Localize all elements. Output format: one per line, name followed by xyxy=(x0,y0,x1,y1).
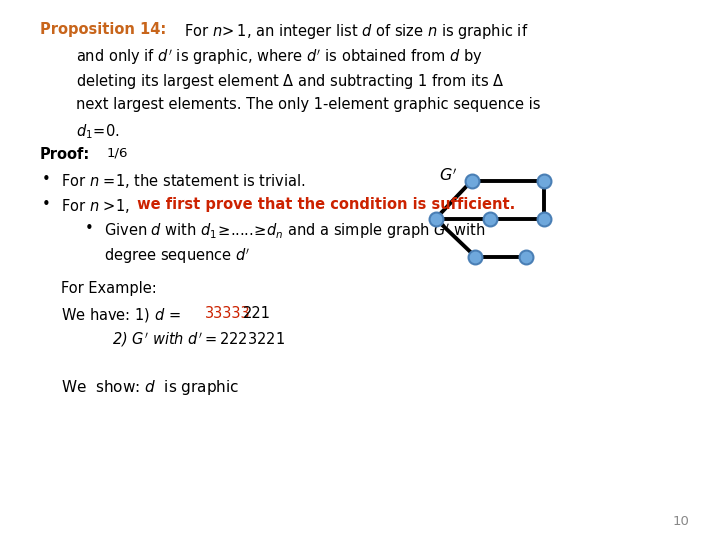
Text: 2) $G'$ with $d' = 2223221$: 2) $G'$ with $d' = 2223221$ xyxy=(112,330,284,349)
Text: For $n$ >1,: For $n$ >1, xyxy=(61,197,130,214)
Text: We have: 1) $d$ =: We have: 1) $d$ = xyxy=(61,306,183,323)
Text: Given $d$ with $d_1\!\geq\!$.....$\!\geq\!d_n$ and a simple graph $G'$ with: Given $d$ with $d_1\!\geq\!$.....$\!\geq… xyxy=(104,221,486,241)
Point xyxy=(520,252,531,261)
Text: $d_1\!=\!0.$: $d_1\!=\!0.$ xyxy=(76,122,120,141)
Point xyxy=(430,214,441,223)
Text: •: • xyxy=(42,197,50,212)
Text: •: • xyxy=(42,172,50,187)
Text: degree sequence $d'$: degree sequence $d'$ xyxy=(104,246,251,266)
Text: deleting its largest element $\Delta$ and subtracting 1 from its $\Delta$: deleting its largest element $\Delta$ an… xyxy=(76,72,504,91)
Text: 33333: 33333 xyxy=(205,306,251,321)
Text: Proof:: Proof: xyxy=(40,147,90,162)
Text: 10: 10 xyxy=(673,515,690,528)
Text: we first prove that the condition is sufficient.: we first prove that the condition is suf… xyxy=(132,197,515,212)
Text: next largest elements. The only 1-element graphic sequence is: next largest elements. The only 1-elemen… xyxy=(76,97,540,112)
Text: Proposition 14:: Proposition 14: xyxy=(40,22,166,37)
Text: $G'$: $G'$ xyxy=(439,167,458,185)
Text: •: • xyxy=(85,221,94,237)
Point xyxy=(466,177,477,185)
Point xyxy=(538,214,549,223)
Point xyxy=(469,252,481,261)
Text: For $n$$\!>$1, an integer list $d$ of size $n$ is graphic if: For $n$$\!>$1, an integer list $d$ of si… xyxy=(184,22,528,40)
Text: 1/6: 1/6 xyxy=(107,147,128,160)
Text: We  show: $d$  is graphic: We show: $d$ is graphic xyxy=(61,378,240,397)
Text: and only if $d'$ is graphic, where $d'$ is obtained from $d$ by: and only if $d'$ is graphic, where $d'$ … xyxy=(76,48,482,67)
Point xyxy=(484,214,495,223)
Point xyxy=(538,177,549,185)
Text: For $n$ =1, the statement is trivial.: For $n$ =1, the statement is trivial. xyxy=(61,172,305,190)
Text: For Example:: For Example: xyxy=(61,281,157,296)
Text: 221: 221 xyxy=(243,306,271,321)
